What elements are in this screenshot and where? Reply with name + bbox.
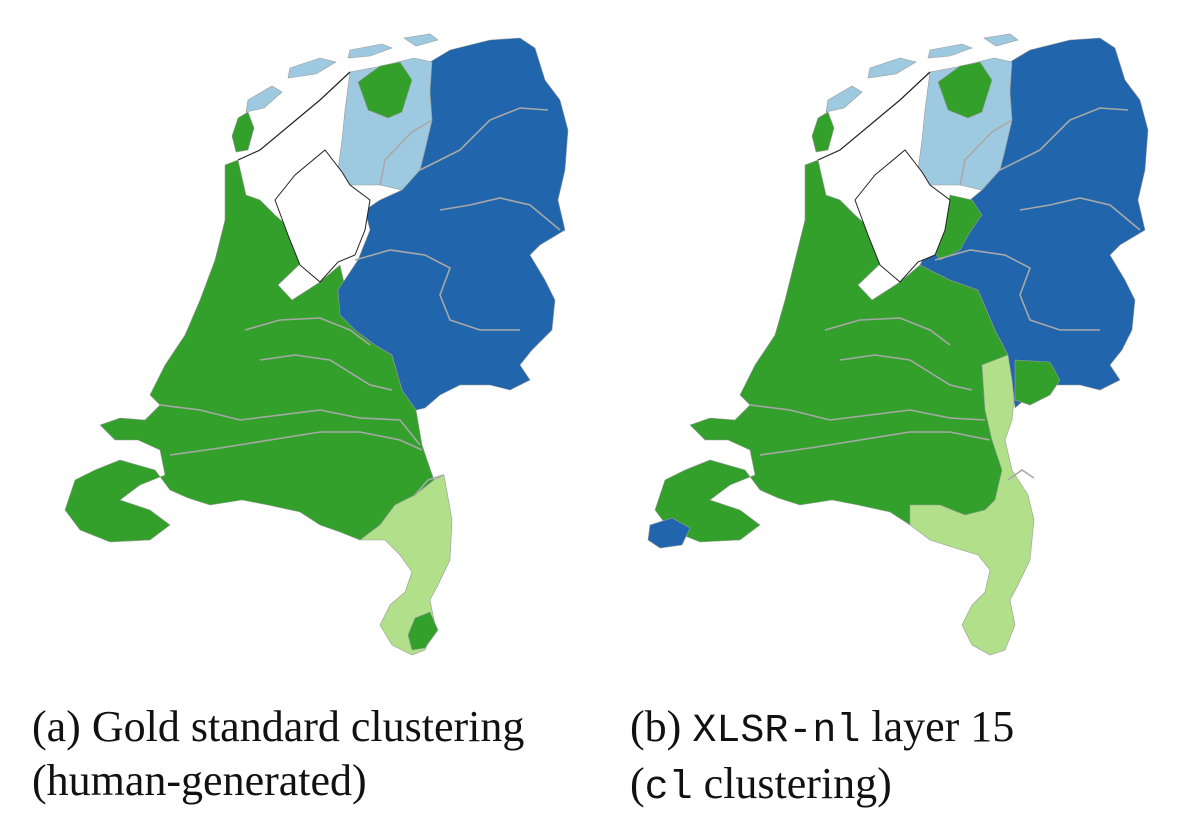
region-south-limburg-enclave <box>407 611 439 651</box>
caption-b: (b) XLSR-nl layer 15 (cl clustering) <box>630 700 1190 814</box>
lake-ijsselmeer <box>274 149 371 283</box>
caption-b-open: ( <box>630 758 645 808</box>
caption-b-line1: (b) XLSR-nl layer 15 <box>630 700 1190 757</box>
wadden-island-vlieland <box>245 85 283 113</box>
caption-b-line2: (cl clustering) <box>630 757 1190 814</box>
coastline <box>817 71 931 161</box>
region-friesland-green <box>937 61 993 119</box>
caption-a-line2: (human-generated) <box>32 755 367 805</box>
region-south-limburg <box>909 354 1035 656</box>
wadden-island-terschelling <box>867 57 917 79</box>
panel-xlsr: (b) XLSR-nl layer 15 (cl clustering) <box>610 0 1170 827</box>
region-west <box>64 159 435 543</box>
wadden-island-schiermonnikoog <box>983 33 1019 47</box>
wadden-island-vlieland <box>825 85 863 113</box>
province-borders <box>159 107 561 496</box>
wadden-island-texel <box>231 111 255 153</box>
coastline <box>237 71 351 161</box>
region-northeast <box>337 37 569 411</box>
panel-gold-standard: (a) Gold standard clustering (human-gene… <box>20 0 580 827</box>
caption-b-prefix: (b) <box>630 702 693 751</box>
map-xlsr <box>647 33 1149 656</box>
caption-b-close: clustering) <box>692 758 892 808</box>
wadden-island-terschelling <box>287 57 337 79</box>
region-east-green <box>1014 359 1061 406</box>
region-west <box>654 159 1009 543</box>
region-friesland-green <box>357 61 413 119</box>
caption-b-model: XLSR-nl <box>692 709 861 754</box>
caption-a: (a) Gold standard clustering (human-gene… <box>32 700 592 807</box>
region-south-limburg <box>359 474 453 656</box>
wadden-island-schiermonnikoog <box>403 33 439 47</box>
caption-b-suffix: layer 15 <box>860 702 1015 751</box>
wadden-island-texel <box>811 111 835 153</box>
wadden-island-ameland <box>347 43 393 59</box>
lake-ijsselmeer <box>854 149 951 283</box>
caption-a-line1: (a) Gold standard clustering <box>32 702 525 751</box>
province-borders <box>749 107 1141 481</box>
map-gold-standard <box>64 33 569 656</box>
caption-b-method: cl <box>644 765 693 811</box>
wadden-island-ameland <box>927 43 973 59</box>
region-southwest-blue <box>647 517 691 549</box>
